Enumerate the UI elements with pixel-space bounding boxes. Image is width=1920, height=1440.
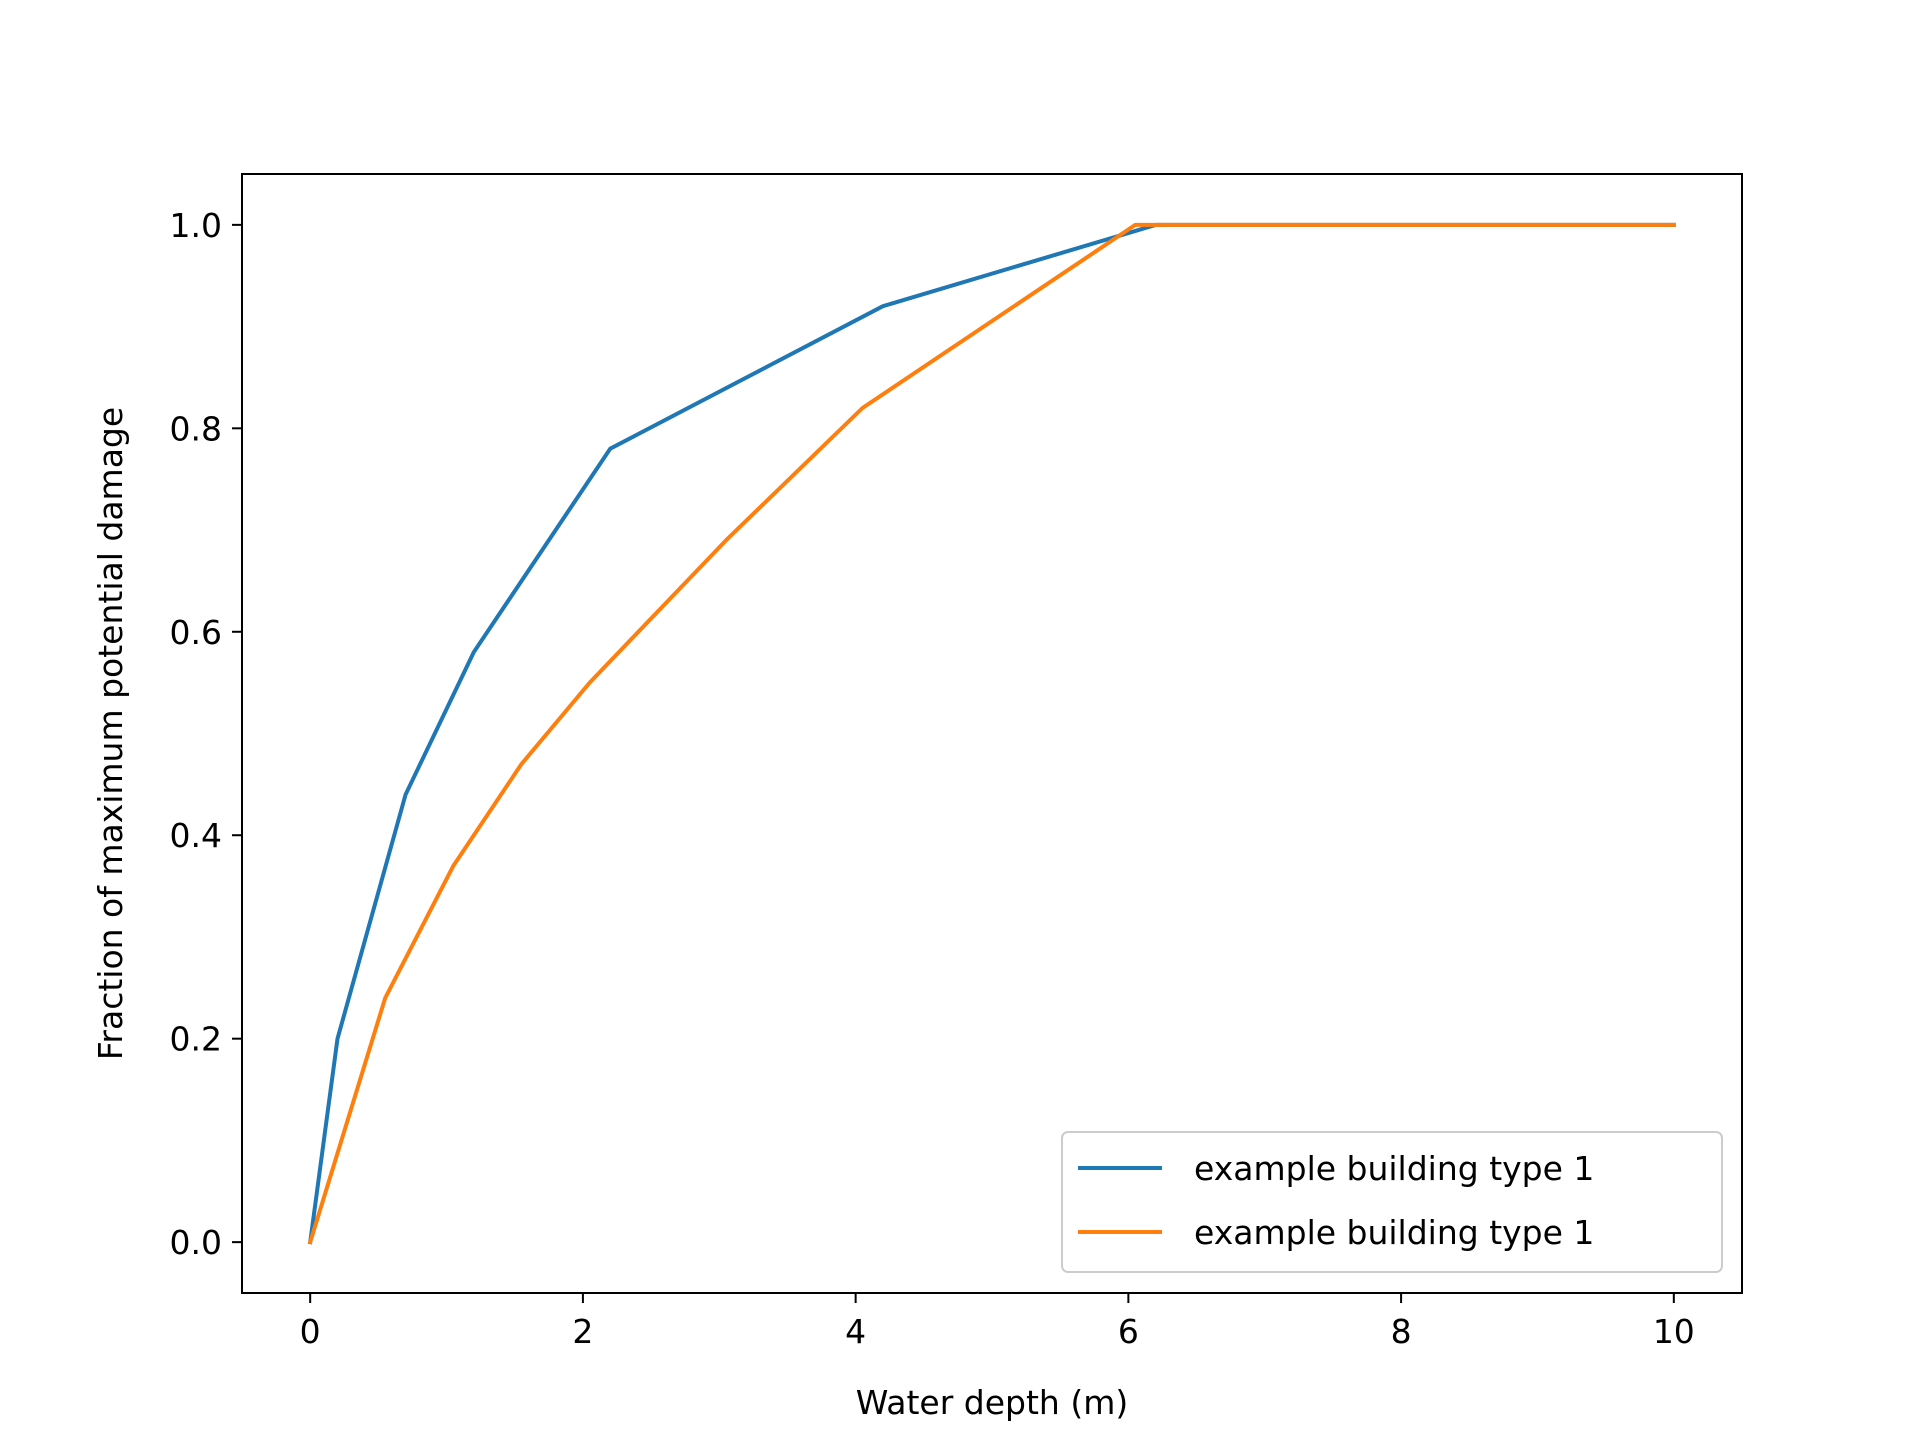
y-tick-label: 0.2 <box>170 1020 222 1059</box>
x-tick-label: 0 <box>300 1312 321 1351</box>
series-line-2 <box>307 222 1676 1245</box>
x-tick-label: 8 <box>1391 1312 1412 1351</box>
y-tick-label: 0.4 <box>170 816 222 855</box>
y-tick-label: 0.8 <box>170 409 222 448</box>
x-tick-label: 6 <box>1118 1312 1139 1351</box>
legend-box <box>1061 1131 1723 1273</box>
series-line-1 <box>307 222 1676 1245</box>
plot-frame <box>241 173 1743 1294</box>
y-axis: 0.0 0.2 0.4 0.6 0.8 1.0 <box>170 206 242 1262</box>
x-tick-label: 2 <box>572 1312 593 1351</box>
y-tick-label: 0.0 <box>170 1223 222 1262</box>
x-axis-label: Water depth (m) <box>856 1383 1128 1422</box>
legend: example building type 1 example building … <box>1061 1131 1723 1273</box>
x-tick-label: 4 <box>845 1312 866 1351</box>
x-axis: 0 2 4 6 8 10 <box>300 1293 1695 1351</box>
x-tick-label: 10 <box>1653 1312 1695 1351</box>
y-tick-label: 1.0 <box>170 206 222 245</box>
y-tick-label: 0.6 <box>170 613 222 652</box>
series-layer <box>307 222 1676 1245</box>
legend-label-2: example building type 1 <box>1194 1213 1594 1252</box>
legend-label-1: example building type 1 <box>1194 1149 1594 1188</box>
y-axis-label: Fraction of maximum potential damage <box>91 407 130 1060</box>
